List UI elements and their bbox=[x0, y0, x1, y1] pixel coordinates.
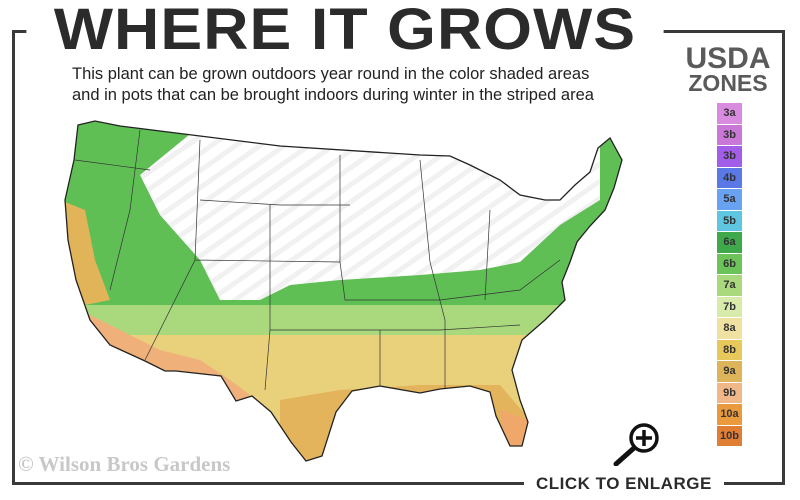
us-outline bbox=[64, 120, 623, 462]
legend-zone-6a: 6a bbox=[717, 232, 742, 253]
legend-zone-3b: 3b bbox=[717, 124, 742, 145]
subtitle-line-2: and in pots that can be brought indoors … bbox=[72, 86, 594, 104]
legend-zone-10a: 10a bbox=[717, 404, 742, 425]
legend-zone-3b: 3b bbox=[717, 146, 742, 167]
gulf-zone-9-region bbox=[280, 385, 530, 460]
legend-zone-8a: 8a bbox=[717, 318, 742, 339]
legend-zone-4b: 4b bbox=[717, 167, 742, 188]
legend-zone-7b: 7b bbox=[717, 296, 742, 317]
legend-zone-9b: 9b bbox=[717, 382, 742, 403]
subtitle: This plant can be grown outdoors year ro… bbox=[72, 64, 672, 106]
legend-zone-5b: 5b bbox=[717, 210, 742, 231]
zoom-in-magnifier-icon[interactable] bbox=[608, 420, 664, 466]
usda-zone-legend: 3a 3b 3b 4b 5a 5b 6a 6b 7a 7b 8a 8b 9a 9b 10a 10b bbox=[717, 103, 742, 447]
legend-zone-8b: 8b bbox=[717, 339, 742, 360]
page-title: WHERE IT GROWS bbox=[26, 0, 664, 60]
legend-zone-7a: 7a bbox=[717, 275, 742, 296]
legend-title: USDA ZONES bbox=[676, 42, 780, 96]
legend-title-line-1: USDA bbox=[685, 42, 771, 75]
legend-zone-5a: 5a bbox=[717, 189, 742, 210]
click-to-enlarge-button[interactable]: CLICK TO ENLARGE bbox=[524, 474, 724, 494]
legend-title-line-2: ZONES bbox=[688, 70, 768, 96]
legend-zone-10b: 10b bbox=[717, 425, 742, 446]
state-borders bbox=[74, 129, 561, 391]
legend-zone-3a: 3a bbox=[717, 103, 742, 124]
legend-zone-6b: 6b bbox=[717, 253, 742, 274]
legend-zone-9a: 9a bbox=[717, 361, 742, 382]
copyright-watermark: © Wilson Bros Gardens bbox=[18, 452, 231, 476]
subtitle-line-1: This plant can be grown outdoors year ro… bbox=[72, 65, 590, 83]
